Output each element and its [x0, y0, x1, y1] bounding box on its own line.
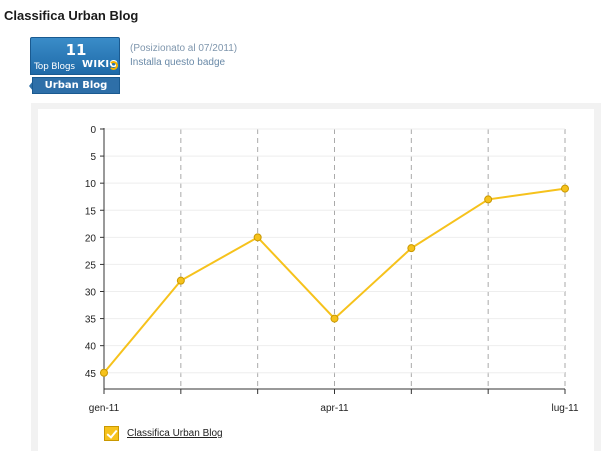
- x-tick-label: lug-11: [551, 403, 578, 414]
- data-point[interactable]: [407, 244, 416, 253]
- y-tick-label: 35: [85, 315, 97, 326]
- badge-label: Top Blogs: [34, 62, 75, 72]
- chart-container: [31, 103, 601, 451]
- data-point[interactable]: [330, 314, 339, 323]
- grid-layer: [104, 128, 566, 389]
- y-tick-label: 5: [90, 152, 96, 163]
- data-point[interactable]: [253, 233, 262, 242]
- y-tick-label: 15: [85, 206, 97, 217]
- axis-layer: [100, 128, 566, 394]
- wikio-logo-icon: [109, 61, 118, 70]
- chart-panel: [38, 109, 594, 451]
- y-tick-label: 25: [85, 260, 97, 271]
- data-point[interactable]: [100, 368, 108, 377]
- y-tick-label: 0: [90, 125, 96, 136]
- data-point[interactable]: [484, 195, 493, 204]
- y-tick-label: 30: [85, 288, 97, 299]
- page-title: Classifica Urban Blog: [4, 8, 139, 23]
- badge-position-note: (Posizionato al 07/2011): [130, 43, 238, 54]
- data-point[interactable]: [176, 276, 185, 285]
- y-tick-label: 45: [85, 369, 97, 380]
- install-badge-link[interactable]: Installa questo badge: [130, 57, 226, 68]
- badge-rank-panel: 11 Top Blogs WIKIO: [30, 37, 120, 75]
- y-tick-label: 40: [85, 342, 97, 353]
- label-layer: 0 5 10 15 20 25 30 35 40 45 gen-11 apr-11 lug-11: [85, 125, 579, 414]
- wikio-badge[interactable]: 11 Top Blogs WIKIO Urban Blog: [29, 37, 120, 95]
- series-layer: [100, 184, 569, 377]
- badge-arrow-icon: [29, 81, 33, 91]
- x-tick-label: gen-11: [89, 403, 120, 414]
- badge-brand: WIKIO: [82, 59, 119, 70]
- badge-info: (Posizionato al 07/2011) Installa questo…: [130, 42, 237, 70]
- legend-label[interactable]: Classifica Urban Blog: [127, 428, 223, 439]
- data-point[interactable]: [561, 184, 569, 193]
- legend-checkbox-icon[interactable]: [104, 426, 119, 441]
- badge-rank: 11: [65, 41, 87, 59]
- badge-category: Urban Blog: [32, 77, 120, 94]
- x-tick-label: apr-11: [320, 403, 349, 414]
- y-tick-label: 10: [85, 179, 97, 190]
- y-tick-label: 20: [85, 233, 97, 244]
